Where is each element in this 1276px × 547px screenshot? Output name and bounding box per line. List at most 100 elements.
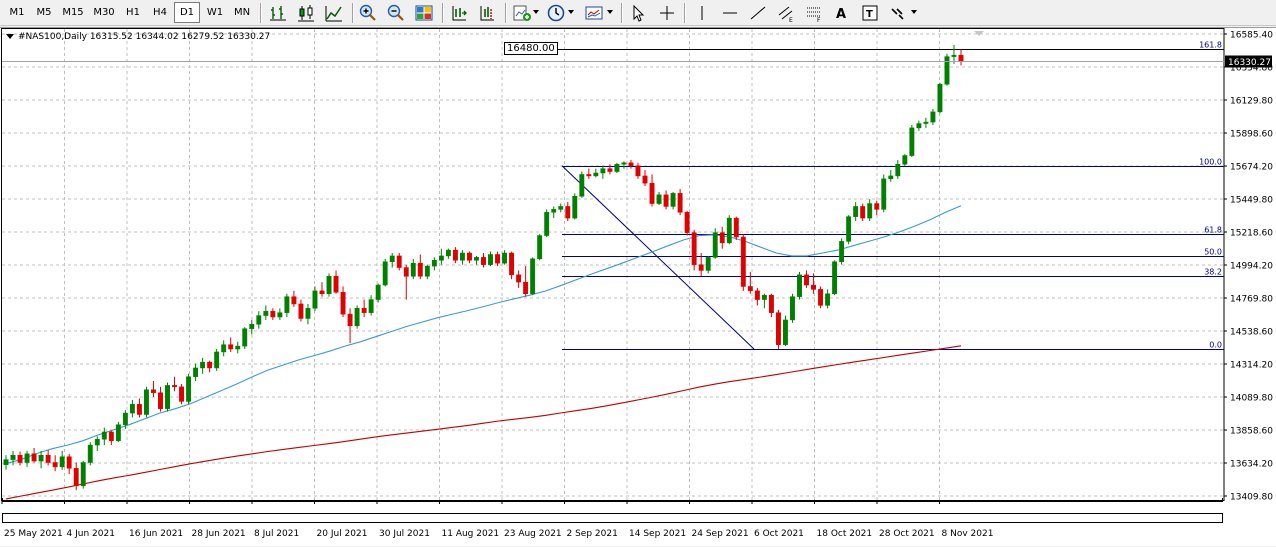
candle	[389, 253, 395, 268]
candle-body	[937, 84, 943, 113]
candle	[87, 442, 93, 466]
horizontal-line-label[interactable]: 16480.00	[504, 42, 558, 55]
price-tick-label: 15218.60	[1230, 229, 1273, 239]
candle	[305, 303, 311, 325]
line-chart-icon[interactable]	[324, 3, 344, 23]
candle-body	[87, 444, 93, 463]
candle-body	[284, 296, 290, 313]
moving-average-slow	[5, 345, 962, 500]
candle-body	[438, 255, 444, 261]
candle	[677, 188, 683, 216]
zoom-out-icon[interactable]	[386, 3, 406, 23]
text-icon[interactable]: A	[832, 3, 852, 23]
price-tick-label: 14089.80	[1230, 394, 1273, 404]
vertical-line-icon[interactable]	[692, 3, 712, 23]
periodicity-icon[interactable]	[546, 3, 566, 23]
arrows-dropdown-icon[interactable]	[911, 10, 917, 14]
timeframe-m30-button[interactable]: M30	[93, 7, 115, 18]
candle-body	[523, 281, 529, 294]
price-tick-label: 13634.20	[1230, 460, 1273, 470]
candle	[368, 295, 374, 316]
candle	[663, 190, 669, 210]
candle	[108, 430, 114, 446]
candle	[551, 206, 557, 219]
trendline-icon[interactable]	[748, 3, 768, 23]
chart-grid	[1, 28, 1225, 501]
tile-windows-icon[interactable]	[414, 3, 434, 23]
time-axis: 25 May 2021 4 Jun 2021 16 Jun 2021 28 Jun 2…	[1, 500, 993, 539]
candle-body	[193, 367, 199, 377]
fibonacci-icon[interactable]: F	[804, 3, 824, 23]
candlestick-icon[interactable]	[296, 3, 316, 23]
candle-body	[593, 172, 599, 177]
timeframe-d1-button[interactable]: D1	[174, 2, 200, 23]
timeframe-mn-button[interactable]: MN	[233, 7, 251, 18]
svg-text:A: A	[836, 7, 846, 22]
candle-body	[291, 296, 297, 305]
candle	[712, 228, 718, 259]
candle	[52, 455, 58, 472]
candle	[916, 120, 922, 131]
arrows-icon[interactable]	[888, 3, 908, 23]
chart-scrollbar[interactable]	[2, 513, 1223, 523]
text-label-icon[interactable]: T	[860, 3, 880, 23]
candle	[410, 258, 416, 280]
cursor-icon[interactable]	[628, 3, 648, 23]
candle-body	[537, 235, 543, 260]
indicators-icon[interactable]	[512, 3, 532, 23]
candle	[228, 337, 234, 352]
price-chart[interactable]: 161.8 100.0 61.8 50.0 38.2 0.0 16585.40 16354.…	[0, 28, 1276, 547]
candle	[832, 260, 838, 296]
candle	[818, 286, 824, 309]
timeframe-m1-button[interactable]: M1	[9, 7, 25, 18]
candle-body	[551, 209, 557, 213]
candle-body	[94, 438, 100, 446]
moving-average-fast	[5, 205, 962, 465]
fib-level-label: 161.8	[1199, 41, 1222, 50]
candle-body	[249, 324, 255, 329]
candle-body	[867, 203, 873, 219]
candle	[59, 450, 65, 470]
fib-level-label: 38.2	[1204, 268, 1222, 277]
candle	[291, 290, 297, 307]
chart-window[interactable]: 161.8 100.0 61.8 50.0 38.2 0.0 16585.40 16354.…	[0, 27, 1276, 546]
templates-dropdown-icon[interactable]	[607, 10, 613, 14]
candle-body	[628, 162, 634, 166]
equidistant-channel-icon[interactable]: E	[776, 3, 796, 23]
candle	[951, 44, 957, 64]
periodicity-dropdown-icon[interactable]	[568, 10, 574, 14]
auto-scroll-icon[interactable]	[449, 3, 469, 23]
timeframe-m5-button[interactable]: M5	[36, 7, 52, 18]
candle	[256, 311, 262, 329]
timeframe-h4-button[interactable]: H4	[153, 7, 167, 18]
timeframe-h1-button[interactable]: H1	[126, 7, 140, 18]
price-tick-label: 13858.60	[1230, 427, 1273, 437]
candle-body	[403, 267, 409, 277]
candle	[944, 53, 950, 86]
candle-body	[452, 249, 458, 261]
horizontal-line-icon[interactable]	[720, 3, 740, 23]
candle	[445, 248, 451, 259]
bar-chart-icon[interactable]	[268, 3, 288, 23]
collapse-triangle-icon[interactable]	[6, 34, 14, 39]
timeframe-w1-button[interactable]: W1	[206, 7, 224, 18]
candle	[333, 270, 339, 294]
candle-body	[530, 258, 536, 294]
candle-body	[221, 344, 227, 353]
toolbar-separator	[260, 3, 262, 23]
templates-icon[interactable]	[584, 3, 604, 23]
candle	[761, 293, 767, 309]
crosshair-icon[interactable]	[657, 3, 677, 23]
chart-shift-icon[interactable]	[477, 3, 497, 23]
candle	[881, 174, 887, 213]
zoom-in-icon[interactable]	[358, 3, 378, 23]
candle-body	[509, 252, 515, 276]
date-tick-label: 2 Sep 2021	[567, 529, 618, 539]
candle-body	[516, 274, 522, 283]
date-tick-label: 14 Sep 2021	[629, 529, 686, 539]
indicators-dropdown-icon[interactable]	[533, 10, 539, 14]
candle-body	[635, 165, 641, 177]
timeframe-m15-button[interactable]: M15	[62, 7, 84, 18]
price-tick-label: 14314.20	[1230, 361, 1273, 371]
candle-body	[649, 182, 655, 204]
